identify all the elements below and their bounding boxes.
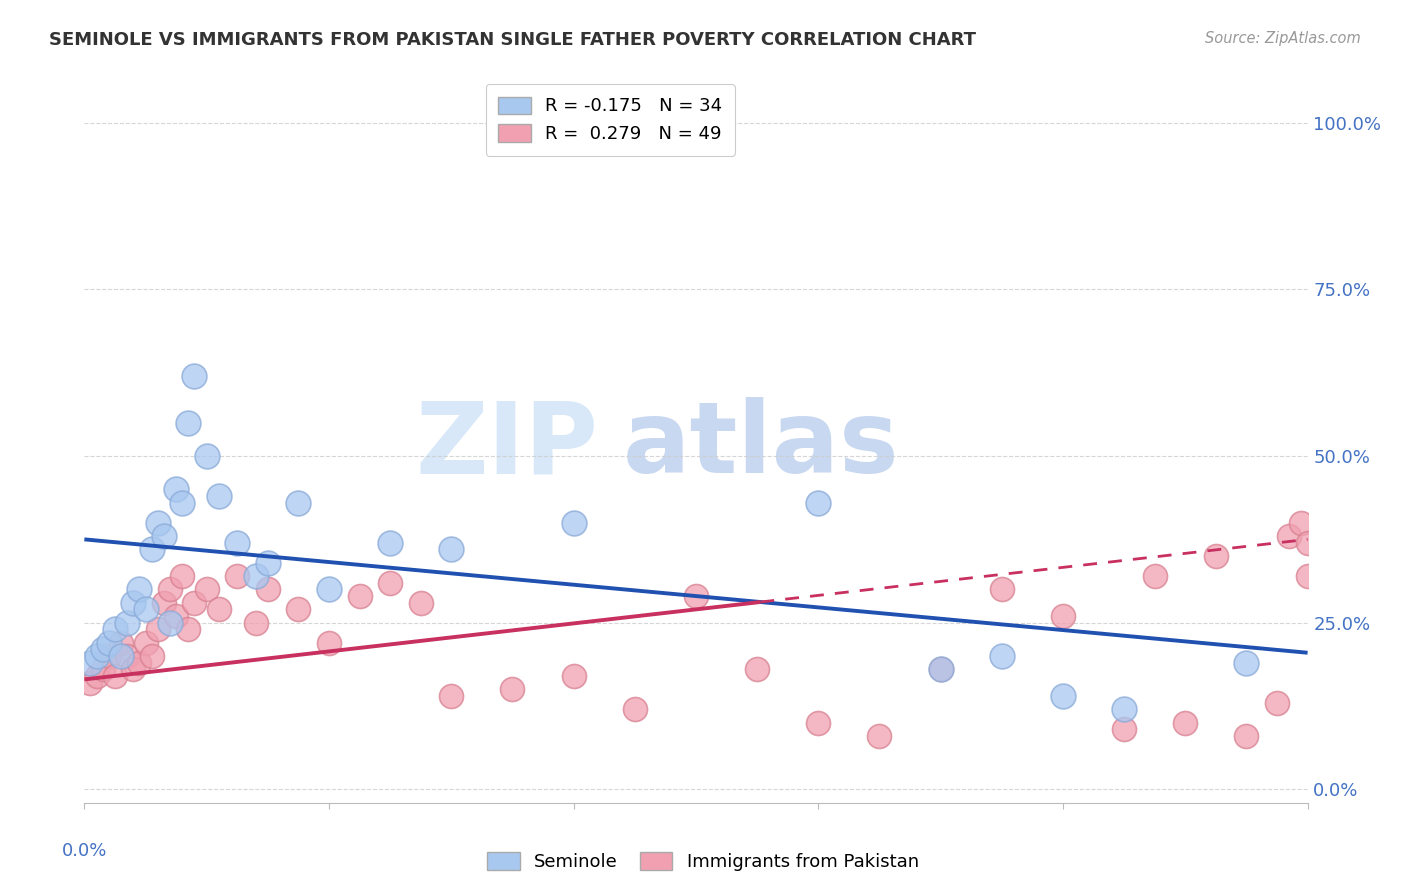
Point (685, 589, 707, 603)
Point (79, 656, 101, 670)
Point (172, 569, 194, 583)
Point (97, 649, 120, 664)
Point (208, 602, 231, 616)
Point (86, 649, 108, 664)
Text: SEMINOLE VS IMMIGRANTS FROM PAKISTAN SINGLE FATHER POVERTY CORRELATION CHART: SEMINOLE VS IMMIGRANTS FROM PAKISTAN SIN… (49, 31, 976, 49)
Point (208, 489, 231, 503)
Point (159, 615, 181, 630)
Point (226, 535, 249, 549)
Point (91, 642, 114, 657)
Point (349, 589, 371, 603)
Point (172, 496, 194, 510)
Point (128, 656, 150, 670)
Point (177, 623, 200, 637)
Point (991, 649, 1014, 664)
Point (869, 729, 891, 743)
Point (226, 569, 249, 583)
Text: atlas: atlas (623, 398, 900, 494)
Point (115, 649, 138, 664)
Point (287, 496, 309, 510)
Point (1114, 723, 1136, 737)
Point (1205, 549, 1227, 563)
Point (153, 596, 176, 610)
Point (165, 609, 187, 624)
Point (807, 496, 830, 510)
Point (195, 582, 218, 597)
Text: Source: ZipAtlas.com: Source: ZipAtlas.com (1205, 31, 1361, 46)
Legend: R = -0.175   N = 34, R =  0.279   N = 49: R = -0.175 N = 34, R = 0.279 N = 49 (485, 84, 735, 156)
Point (562, 669, 585, 683)
Point (409, 596, 432, 610)
Point (104, 623, 127, 637)
Point (1296, 535, 1319, 549)
Point (183, 368, 205, 383)
Point (122, 662, 145, 676)
Legend: Seminole, Immigrants from Pakistan: Seminole, Immigrants from Pakistan (479, 846, 927, 879)
Point (440, 542, 463, 557)
Point (245, 569, 267, 583)
Point (1265, 696, 1288, 710)
Point (110, 649, 132, 664)
Point (1052, 609, 1074, 624)
Point (245, 615, 267, 630)
Point (183, 596, 205, 610)
Text: 0.0%: 0.0% (62, 842, 107, 860)
Point (122, 596, 145, 610)
Point (318, 636, 340, 650)
Point (165, 483, 187, 497)
Point (135, 602, 157, 616)
Point (287, 602, 309, 616)
Point (159, 582, 181, 597)
Point (1114, 702, 1136, 716)
Point (1236, 656, 1258, 670)
Point (807, 715, 830, 730)
Text: ZIP: ZIP (415, 398, 598, 494)
Point (153, 529, 176, 543)
Point (502, 682, 524, 697)
Point (128, 582, 150, 597)
Point (195, 449, 218, 463)
Point (110, 636, 132, 650)
Point (1278, 529, 1301, 543)
Point (318, 582, 340, 597)
Point (97, 636, 120, 650)
Point (1052, 689, 1074, 703)
Point (257, 556, 280, 570)
Point (380, 575, 402, 590)
Point (257, 582, 280, 597)
Point (104, 669, 127, 683)
Point (141, 649, 163, 664)
Point (380, 535, 402, 549)
Point (562, 516, 585, 530)
Point (91, 662, 114, 676)
Point (991, 582, 1014, 597)
Point (929, 662, 952, 676)
Point (141, 542, 163, 557)
Point (747, 662, 769, 676)
Point (1296, 569, 1319, 583)
Point (146, 516, 169, 530)
Point (1143, 569, 1166, 583)
Point (79, 675, 101, 690)
Point (177, 416, 200, 430)
Point (115, 615, 138, 630)
Point (1174, 715, 1197, 730)
Point (929, 662, 952, 676)
Point (1291, 516, 1313, 530)
Point (440, 689, 463, 703)
Point (624, 702, 647, 716)
Point (86, 669, 108, 683)
Point (135, 636, 157, 650)
Point (1236, 729, 1258, 743)
Point (146, 623, 169, 637)
